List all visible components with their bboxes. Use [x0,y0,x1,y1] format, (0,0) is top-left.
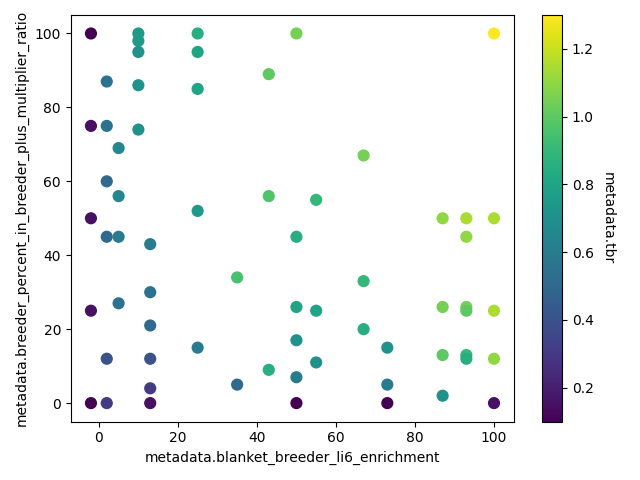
Point [133,37,143,45]
Point [461,215,472,222]
Point [438,215,448,222]
Point [489,215,499,222]
Point [461,355,472,362]
Point [264,70,274,78]
Point [489,355,499,362]
Point [113,300,124,307]
Point [489,399,499,407]
Point [461,307,472,314]
Point [438,392,448,399]
Point [133,126,143,133]
Point [461,233,472,240]
Point [145,240,156,248]
Point [145,322,156,329]
Point [264,192,274,200]
Point [133,30,143,37]
Point [113,192,124,200]
Point [438,303,448,311]
Point [193,344,203,351]
Point [232,274,243,281]
Point [145,399,156,407]
Point [382,399,392,407]
Point [232,381,243,388]
Point [102,178,112,185]
Point [145,384,156,392]
Point [264,366,274,373]
Point [461,303,472,311]
Point [311,196,321,204]
Point [145,355,156,362]
Point [311,307,321,314]
Point [86,399,96,407]
Point [291,399,301,407]
Point [145,288,156,296]
Point [113,233,124,240]
Point [291,303,301,311]
Point [133,48,143,56]
Point [382,381,392,388]
Point [86,30,96,37]
Point [193,85,203,93]
Point [461,351,472,359]
Point [86,122,96,130]
Y-axis label: metadata.breeder_percent_in_breeder_plus_multiplier_ratio: metadata.breeder_percent_in_breeder_plus… [15,10,29,426]
Point [102,233,112,240]
Point [291,336,301,344]
Point [438,351,448,359]
Point [358,277,369,285]
Point [193,207,203,215]
Y-axis label: metadata.tbr: metadata.tbr [601,172,615,264]
Point [311,359,321,366]
Point [113,144,124,152]
Point [358,325,369,333]
Point [382,344,392,351]
Point [86,215,96,222]
Point [193,48,203,56]
Point [102,355,112,362]
Point [102,78,112,85]
Point [291,373,301,381]
Point [102,122,112,130]
Point [291,233,301,240]
Point [102,399,112,407]
Point [489,30,499,37]
Point [358,152,369,159]
Point [86,307,96,314]
Point [291,30,301,37]
Point [193,30,203,37]
Point [133,82,143,89]
X-axis label: metadata.blanket_breeder_li6_enrichment: metadata.blanket_breeder_li6_enrichment [145,451,440,465]
Point [489,307,499,314]
